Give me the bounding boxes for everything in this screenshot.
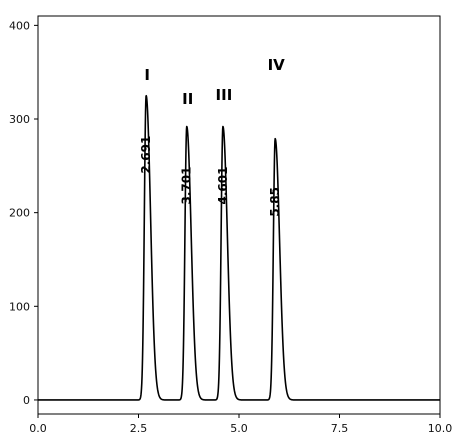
y-tick-label: 100 [9,300,30,313]
x-tick-label: 10.0 [428,422,453,435]
y-tick-label: 0 [23,394,30,407]
chromatogram-line [37,94,441,401]
peak-name-IV: IV [268,56,286,74]
axes: 0 100 200 300 400 0.0 2.5 5.0 7.5 10.0 [9,15,453,435]
retention-time-label: 3.701 [180,167,194,205]
plot-frame [37,15,441,415]
y-tick-label: 400 [9,19,30,32]
y-tick-label: 200 [9,207,30,220]
peak-labels: I 2.691 II 3.701 III 4.601 IV 5.85 [139,56,285,217]
peak-name-III: III [216,86,233,104]
retention-time-label: 4.601 [216,167,230,205]
peak-name-I: I [144,66,150,84]
peak-name-II: II [182,90,193,108]
x-tick-label: 2.5 [130,422,148,435]
trace-group [37,94,441,401]
y-tick-label: 300 [9,113,30,126]
retention-time-label: 2.691 [139,136,153,174]
x-tick-label: 7.5 [331,422,349,435]
x-tick-label: 5.0 [230,422,248,435]
x-tick-label: 0.0 [29,422,47,435]
retention-time-label: 5.85 [268,187,282,217]
